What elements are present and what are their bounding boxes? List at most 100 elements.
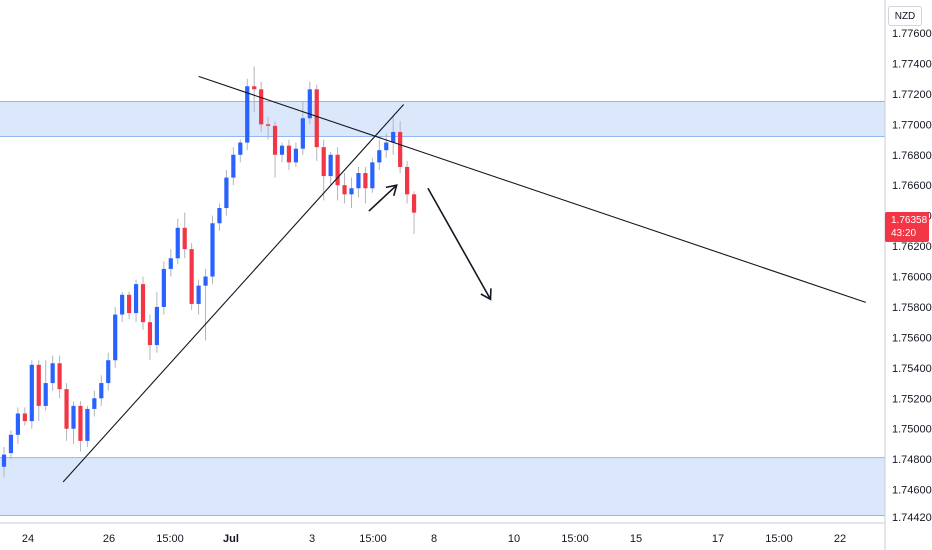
candle	[196, 279, 201, 315]
drawings-layer	[62, 75, 866, 483]
candle	[286, 139, 292, 170]
candle	[210, 215, 215, 285]
candle	[307, 81, 312, 125]
candle-body	[189, 249, 194, 304]
candle	[384, 133, 389, 158]
candle	[15, 407, 20, 444]
candle	[154, 291, 159, 353]
candle-body	[293, 148, 298, 163]
candle	[92, 390, 97, 417]
candle	[259, 81, 264, 132]
time-tick-label: 15:00	[156, 533, 184, 545]
time-tick-label: 3	[309, 533, 315, 545]
candle	[370, 157, 375, 193]
candle	[245, 78, 250, 151]
bullish-arrow	[368, 184, 398, 212]
candle-body	[210, 223, 215, 277]
candle	[328, 151, 333, 186]
price-tick-label: 1.77200	[892, 89, 932, 101]
time-tick-label: 17	[712, 533, 724, 545]
candle-body	[36, 364, 41, 406]
candle	[203, 268, 208, 341]
candle-body	[22, 413, 27, 422]
candle-body	[133, 284, 139, 314]
candle	[363, 166, 368, 204]
candle	[266, 116, 271, 140]
candle-body	[168, 258, 173, 269]
time-tick-label: 24	[22, 533, 34, 545]
candle	[182, 212, 187, 259]
time-axis[interactable]: 24 26 15:00 Jul 3 15:00 8 10 15:00 15 17 15:00 22	[22, 533, 846, 545]
candle	[78, 401, 83, 452]
candle	[377, 139, 382, 170]
candle	[356, 166, 361, 198]
candle-body	[64, 389, 69, 429]
candle-body	[363, 173, 368, 189]
time-tick-label: Jul	[223, 533, 239, 545]
candle-body	[140, 284, 146, 323]
candle	[71, 401, 76, 444]
candle-body	[99, 383, 104, 399]
candle	[99, 375, 104, 406]
candle	[120, 291, 125, 323]
candle-body	[182, 227, 187, 250]
price-tick-label: 1.75000	[892, 424, 932, 436]
candle-body	[377, 150, 382, 163]
bullish-arrow-head	[385, 184, 398, 197]
candle-body	[349, 188, 354, 195]
candle	[272, 121, 278, 178]
candle-body	[85, 408, 90, 441]
candle	[321, 139, 326, 201]
price-tick-label: 1.77600	[892, 28, 932, 40]
candle-body	[321, 147, 326, 177]
time-tick-label: 10	[508, 533, 520, 545]
candle-body	[127, 294, 132, 314]
price-tick-label: 1.77000	[892, 119, 932, 131]
candle	[335, 147, 340, 201]
bar-countdown: 43:20	[891, 228, 917, 239]
candle-body	[50, 363, 55, 384]
candle-body	[161, 268, 166, 307]
price-tick-label: 1.76800	[892, 150, 932, 162]
price-axis[interactable]: 1.77600 1.77400 1.77200 1.77000 1.76800 1.766…	[892, 28, 932, 524]
candle-body	[92, 398, 97, 409]
candle	[29, 360, 34, 429]
price-tick-label: 1.75800	[892, 302, 932, 314]
candle-body	[113, 314, 118, 361]
candle-body	[328, 154, 333, 177]
time-tick-label: 8	[431, 533, 437, 545]
candle-body	[147, 322, 153, 346]
candle	[127, 291, 132, 320]
current-price-badge: 1.76358 43:20	[885, 212, 929, 242]
candle-body	[238, 142, 243, 155]
candle-body	[314, 89, 319, 148]
candle-body	[78, 405, 83, 441]
candle-body	[266, 124, 271, 126]
price-tick-label: 1.77400	[892, 58, 932, 70]
current-price-value: 1.76358	[891, 215, 928, 226]
candle-body	[335, 154, 340, 186]
candle	[342, 173, 347, 204]
candle	[22, 407, 27, 426]
candle-body	[252, 86, 257, 90]
candle-body	[15, 413, 20, 435]
candle	[106, 352, 111, 391]
candle	[411, 191, 417, 234]
candle-body	[120, 294, 125, 315]
candle-body	[384, 142, 389, 151]
bullish-arrow-shaft	[368, 184, 398, 212]
candle	[405, 160, 410, 204]
candle	[252, 66, 257, 113]
currency-label[interactable]: NZD	[888, 6, 922, 26]
candles-layer	[1, 66, 417, 478]
candle-body	[286, 145, 292, 163]
resistance-trendline	[198, 75, 866, 303]
zones-layer	[0, 100, 885, 516]
candle-body	[272, 125, 278, 155]
candle	[113, 306, 118, 368]
candle-body	[300, 118, 305, 149]
candle	[140, 276, 146, 330]
candle-body	[106, 360, 111, 384]
candle-body	[8, 434, 14, 454]
